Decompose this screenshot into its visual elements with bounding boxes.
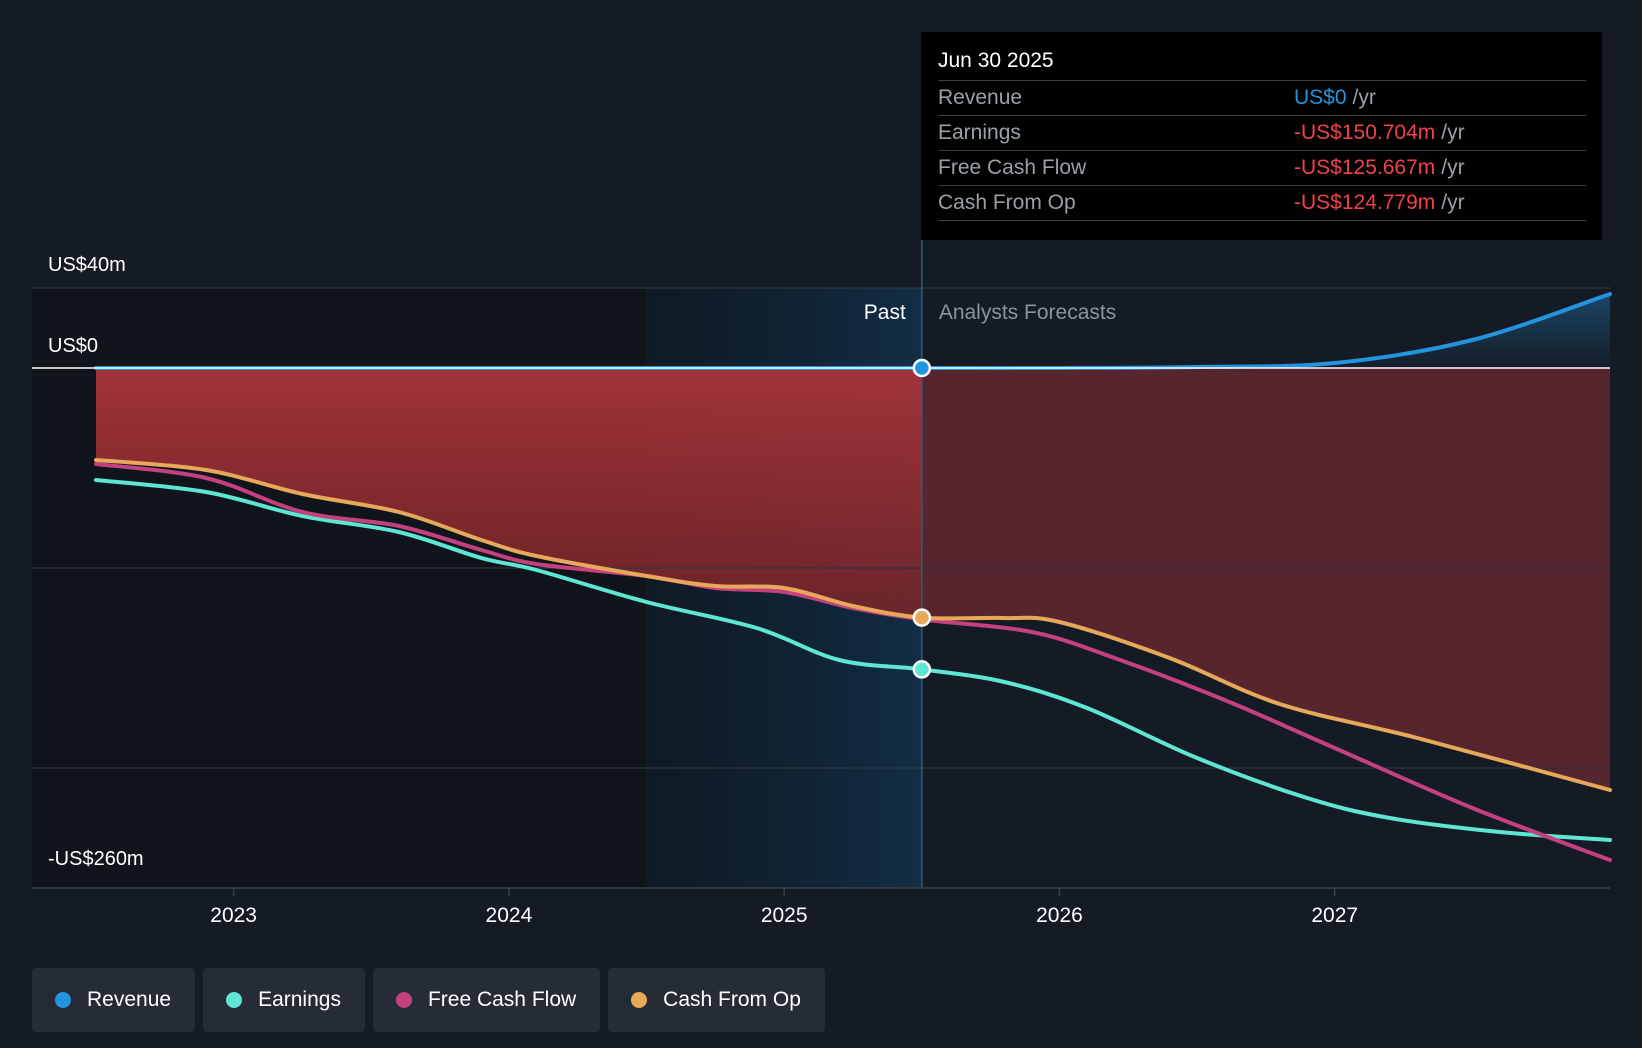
tooltip-unit: /yr [1352,86,1376,109]
tooltip-unit: /yr [1441,156,1465,179]
y-tick-label-bottom: -US$260m [48,848,144,870]
marker-cash-from-op [912,608,932,627]
tooltip-row-cash-from-op: Cash From Op -US$124.779m /yr [938,186,1586,221]
legend-item-earnings[interactable]: Earnings [203,968,365,1032]
tooltip-label: Free Cash Flow [938,156,1087,179]
tooltip-unit: /yr [1441,191,1465,214]
tooltip: Jun 30 2025 Revenue US$0 /yr Earnings -U… [921,32,1602,240]
negative-area-past [96,368,922,618]
x-tick-label: 2024 [486,904,533,927]
x-tick-label: 2025 [761,904,808,927]
legend-label: Cash From Op [663,988,801,1011]
tooltip-row-earnings: Earnings -US$150.704m /yr [938,116,1586,151]
x-tick-label: 2023 [210,904,257,927]
tooltip-date: Jun 30 2025 [938,46,1586,81]
gridlines [32,287,1610,769]
legend-dot-icon [55,992,71,1008]
marker-earnings [912,660,932,679]
tooltip-value: -US$150.704m [1294,121,1436,144]
legend-item-revenue[interactable]: Revenue [32,968,196,1032]
y-tick-label-zero: US$0 [48,335,98,357]
tooltip-row-free-cash-flow: Free Cash Flow -US$125.667m /yr [938,151,1586,186]
legend-label: Revenue [87,988,172,1011]
tooltip-label: Cash From Op [938,191,1076,214]
revenue-area [96,294,1610,369]
legend: Revenue Earnings Free Cash Flow Cash Fro… [32,968,825,1032]
x-tick-label: 2027 [1311,904,1358,927]
forecast-label: Analysts Forecasts [939,301,1116,324]
legend-label: Earnings [258,988,341,1011]
legend-item-cash-from-op[interactable]: Cash From Op [608,968,825,1032]
past-label: Past [864,301,906,324]
legend-item-free-cash-flow[interactable]: Free Cash Flow [372,968,601,1032]
legend-label: Free Cash Flow [427,988,577,1011]
marker-revenue [912,358,932,378]
legend-dot-icon [226,992,243,1008]
tooltip-value: -US$124.779m [1294,191,1436,214]
negative-area-forecast [921,368,1610,790]
tooltip-label: Earnings [938,121,1021,144]
tooltip-value: -US$125.667m [1294,156,1436,179]
legend-dot-icon [631,992,648,1008]
tooltip-unit: /yr [1441,121,1465,144]
legend-dot-icon [395,992,412,1008]
series-line-cash-from-op [94,458,1612,792]
tooltip-value: US$0 [1294,86,1347,109]
series-line-free-cash-flow [94,462,1612,862]
x-tick-label: 2026 [1036,904,1083,927]
hover-markers [912,358,932,679]
series-line-earnings [94,478,1612,842]
tooltip-row-revenue: Revenue US$0 /yr [938,81,1586,116]
y-tick-label-top: US$40m [48,254,126,276]
tooltip-label: Revenue [938,86,1023,109]
x-axis-ticks: 2023 2024 2025 2026 2027 [210,888,1358,927]
chart-canvas: US$40m US$0 -US$260m Past Analysts Forec… [32,240,1612,927]
